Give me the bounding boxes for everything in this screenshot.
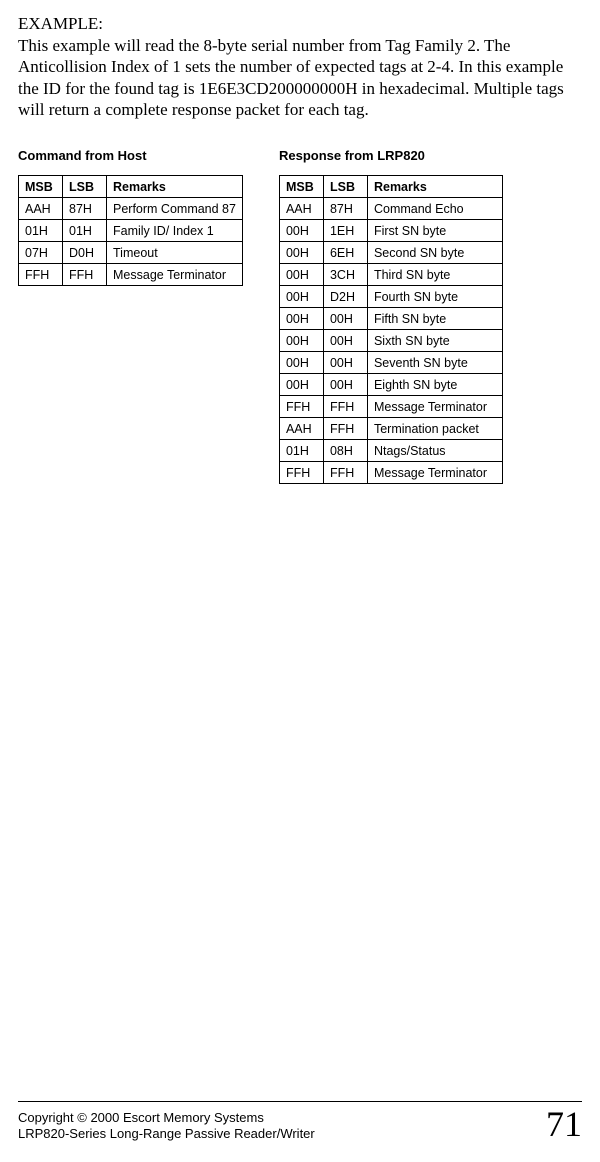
cell-msb: 07H: [19, 242, 63, 264]
host-table: MSB LSB Remarks AAH 87H Perform Command …: [18, 175, 243, 286]
cell-remarks: First SN byte: [367, 220, 502, 242]
cell-msb: 00H: [279, 220, 323, 242]
footer-text: Copyright © 2000 Escort Memory Systems L…: [18, 1110, 315, 1143]
cell-msb: FFH: [19, 264, 63, 286]
table-row: 00H00HFifth SN byte: [279, 308, 502, 330]
response-table-block: Response from LRP820 MSB LSB Remarks AAH…: [279, 148, 503, 484]
cell-lsb: D0H: [63, 242, 107, 264]
cell-remarks: Fourth SN byte: [367, 286, 502, 308]
cell-msb: 00H: [279, 330, 323, 352]
table-row: FFHFFHMessage Terminator: [279, 396, 502, 418]
cell-msb: AAH: [19, 198, 63, 220]
cell-lsb: FFH: [323, 418, 367, 440]
cell-lsb: FFH: [323, 462, 367, 484]
cell-remarks: Timeout: [107, 242, 243, 264]
cell-msb: FFH: [279, 462, 323, 484]
cell-msb: AAH: [279, 198, 323, 220]
cell-msb: 00H: [279, 352, 323, 374]
table-row: AAH 87H Perform Command 87: [19, 198, 243, 220]
table-row: 01H08HNtags/Status: [279, 440, 502, 462]
host-table-block: Command from Host MSB LSB Remarks AAH 87…: [18, 148, 243, 484]
cell-msb: 00H: [279, 308, 323, 330]
table-row: 00H1EHFirst SN byte: [279, 220, 502, 242]
cell-lsb: D2H: [323, 286, 367, 308]
col-header-msb: MSB: [279, 176, 323, 198]
cell-msb: FFH: [279, 396, 323, 418]
cell-lsb: 3CH: [323, 264, 367, 286]
page-number: 71: [546, 1106, 582, 1142]
cell-remarks: Message Terminator: [367, 462, 502, 484]
table-header-row: MSB LSB Remarks: [19, 176, 243, 198]
table-row: 01H 01H Family ID/ Index 1: [19, 220, 243, 242]
example-body: This example will read the 8-byte serial…: [18, 35, 582, 120]
table-row: 00HD2HFourth SN byte: [279, 286, 502, 308]
cell-remarks: Termination packet: [367, 418, 502, 440]
cell-remarks: Family ID/ Index 1: [107, 220, 243, 242]
table-header-row: MSB LSB Remarks: [279, 176, 502, 198]
table-row: AAH87HCommand Echo: [279, 198, 502, 220]
table-row: 00H00HSixth SN byte: [279, 330, 502, 352]
cell-lsb: 1EH: [323, 220, 367, 242]
cell-remarks: Ntags/Status: [367, 440, 502, 462]
response-table-title: Response from LRP820: [279, 148, 503, 163]
footer-product: LRP820-Series Long-Range Passive Reader/…: [18, 1126, 315, 1142]
example-label: EXAMPLE:: [18, 14, 582, 34]
col-header-remarks: Remarks: [107, 176, 243, 198]
cell-lsb: 87H: [63, 198, 107, 220]
cell-remarks: Command Echo: [367, 198, 502, 220]
cell-lsb: 00H: [323, 308, 367, 330]
cell-lsb: 01H: [63, 220, 107, 242]
col-header-lsb: LSB: [323, 176, 367, 198]
footer-copyright: Copyright © 2000 Escort Memory Systems: [18, 1110, 315, 1126]
table-row: FFHFFHMessage Terminator: [279, 462, 502, 484]
host-table-title: Command from Host: [18, 148, 243, 163]
cell-remarks: Perform Command 87: [107, 198, 243, 220]
cell-msb: AAH: [279, 418, 323, 440]
cell-remarks: Message Terminator: [107, 264, 243, 286]
cell-lsb: FFH: [323, 396, 367, 418]
cell-remarks: Eighth SN byte: [367, 374, 502, 396]
cell-remarks: Seventh SN byte: [367, 352, 502, 374]
cell-remarks: Third SN byte: [367, 264, 502, 286]
cell-lsb: 00H: [323, 374, 367, 396]
cell-msb: 01H: [279, 440, 323, 462]
table-row: 00H3CHThird SN byte: [279, 264, 502, 286]
col-header-remarks: Remarks: [367, 176, 502, 198]
cell-lsb: FFH: [63, 264, 107, 286]
col-header-lsb: LSB: [63, 176, 107, 198]
cell-remarks: Second SN byte: [367, 242, 502, 264]
cell-remarks: Sixth SN byte: [367, 330, 502, 352]
cell-msb: 01H: [19, 220, 63, 242]
response-table: MSB LSB Remarks AAH87HCommand Echo 00H1E…: [279, 175, 503, 484]
cell-remarks: Message Terminator: [367, 396, 502, 418]
col-header-msb: MSB: [19, 176, 63, 198]
tables-row: Command from Host MSB LSB Remarks AAH 87…: [18, 148, 582, 484]
cell-msb: 00H: [279, 242, 323, 264]
cell-lsb: 08H: [323, 440, 367, 462]
cell-remarks: Fifth SN byte: [367, 308, 502, 330]
table-row: 00H00HSeventh SN byte: [279, 352, 502, 374]
table-row: AAHFFHTermination packet: [279, 418, 502, 440]
cell-msb: 00H: [279, 286, 323, 308]
table-row: 00H6EHSecond SN byte: [279, 242, 502, 264]
cell-lsb: 6EH: [323, 242, 367, 264]
cell-lsb: 87H: [323, 198, 367, 220]
table-row: FFH FFH Message Terminator: [19, 264, 243, 286]
table-row: 00H00HEighth SN byte: [279, 374, 502, 396]
cell-msb: 00H: [279, 264, 323, 286]
table-row: 07H D0H Timeout: [19, 242, 243, 264]
cell-msb: 00H: [279, 374, 323, 396]
page-footer: Copyright © 2000 Escort Memory Systems L…: [18, 1101, 582, 1142]
cell-lsb: 00H: [323, 352, 367, 374]
cell-lsb: 00H: [323, 330, 367, 352]
